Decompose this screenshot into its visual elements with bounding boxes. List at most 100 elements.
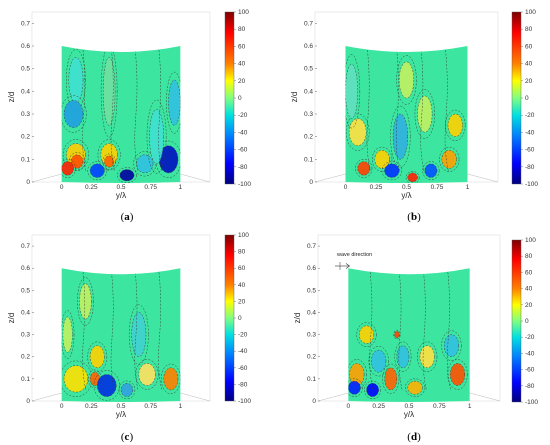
caption-d: (d) — [407, 431, 421, 443]
panel-c: 0 0.1 0.2 0.3 0.4 0.5 0.6 0.7 0 0.25 0.5 0.75 1 y/λ z/… — [7, 232, 251, 419]
contour-line — [348, 380, 361, 395]
contour-region — [90, 163, 105, 178]
contour-line — [158, 49, 163, 173]
contour-region — [407, 172, 418, 182]
x-tick-label: 0.25 — [85, 184, 98, 191]
contour-region — [168, 80, 181, 126]
contour-line — [414, 89, 435, 139]
contour-region — [393, 114, 408, 160]
colorbar-gradient — [224, 234, 235, 402]
contour-region — [64, 100, 84, 128]
colorbar-tick-label: 0 — [238, 315, 242, 322]
contour-line — [68, 152, 86, 172]
contour-line — [368, 345, 389, 377]
y-tick-label: 0.1 — [21, 376, 30, 383]
colorbar-tick-label: 80 — [238, 249, 246, 256]
contour-line — [394, 331, 400, 339]
contour-region — [384, 163, 400, 178]
contour-blobs — [61, 272, 181, 401]
contour-line — [394, 341, 412, 372]
contour-line — [97, 374, 117, 397]
contour-line — [420, 49, 425, 173]
contour-line — [369, 272, 374, 392]
contour-line — [384, 163, 400, 178]
contour-line — [359, 325, 375, 344]
contour-region — [359, 325, 374, 344]
colorbar-gradient — [511, 11, 522, 185]
contour-line — [424, 163, 438, 178]
colorbar-tick-label: -80 — [525, 164, 535, 171]
x-tick-label: 0 — [347, 403, 351, 410]
y-tick-label: 0 — [26, 398, 30, 405]
x-tick-label: 1 — [179, 184, 183, 191]
contour-line — [345, 113, 370, 151]
contour-region — [441, 150, 457, 169]
colorbar-tick-label: -80 — [525, 383, 535, 390]
contour-line — [382, 363, 400, 395]
colorbar-tick-label: 20 — [525, 302, 533, 309]
contour-line — [444, 49, 449, 173]
contour-line — [120, 383, 134, 397]
colorbar-tick-label: 40 — [525, 286, 533, 293]
contour-region — [371, 350, 386, 373]
contour-line — [61, 95, 87, 133]
colorbar-tick-label: 0 — [525, 95, 529, 102]
contour-line — [348, 378, 363, 397]
contour-line — [62, 139, 89, 171]
y-tick-label: 0.3 — [21, 332, 30, 339]
y-tick-label: 0.5 — [21, 66, 30, 73]
contour-line — [61, 310, 75, 359]
y-tick-label: 0.2 — [21, 134, 30, 141]
colorbar-tick-label: -60 — [525, 367, 535, 374]
contour-region — [121, 383, 133, 397]
contour-line — [392, 113, 408, 160]
contour-line — [146, 99, 167, 174]
contour-line — [417, 95, 433, 133]
contour-region — [97, 374, 117, 397]
contour-line — [87, 161, 108, 181]
contour-region — [158, 145, 178, 173]
contour-region — [79, 283, 92, 320]
x-tick-label: 0.75 — [433, 403, 446, 410]
contour-line — [66, 143, 86, 167]
contour-line — [407, 172, 418, 183]
contour-line — [63, 365, 88, 393]
contour-line — [104, 155, 115, 168]
contour-line — [407, 380, 423, 395]
x-tick-label: 0 — [60, 403, 64, 410]
colorbar-tick-label: -40 — [525, 129, 535, 136]
y-tick-label: 0.6 — [304, 43, 313, 50]
contour-region — [61, 161, 74, 176]
colorbar-tick-label: 80 — [525, 253, 533, 260]
contour-line — [110, 272, 115, 392]
y-tick-label: 0.4 — [21, 309, 30, 316]
contour-line — [117, 167, 137, 183]
x-tick-label: 0.25 — [85, 403, 98, 410]
contour-line — [357, 161, 371, 176]
contour-region — [103, 57, 116, 126]
y-tick-label: 0.5 — [21, 287, 30, 294]
colorbar-tick-label: 40 — [525, 61, 533, 68]
contour-line — [371, 146, 393, 172]
contour-region — [119, 169, 135, 181]
contour-line — [102, 57, 116, 126]
wave-direction-label: wave direction — [336, 252, 372, 258]
contour-blobs — [345, 49, 466, 183]
y-tick-label: 0.7 — [304, 20, 313, 27]
contour-region — [349, 118, 367, 146]
x-tick-label: 0.75 — [144, 403, 157, 410]
contour-region — [417, 95, 433, 133]
y-tick-label: 0.4 — [307, 309, 316, 316]
y-tick-label: 0.3 — [307, 332, 316, 339]
contour-line — [422, 272, 427, 392]
contour-region — [138, 363, 156, 386]
y-tick-label: 0.5 — [304, 66, 313, 73]
x-axis-label: y/λ — [404, 410, 414, 419]
contour-line — [393, 329, 401, 340]
contour-line — [422, 161, 440, 181]
contour-region — [447, 114, 463, 137]
contour-line — [364, 380, 382, 400]
contour-line — [405, 378, 426, 397]
y-tick-label: 0.4 — [21, 88, 30, 95]
contour-region — [384, 367, 397, 390]
